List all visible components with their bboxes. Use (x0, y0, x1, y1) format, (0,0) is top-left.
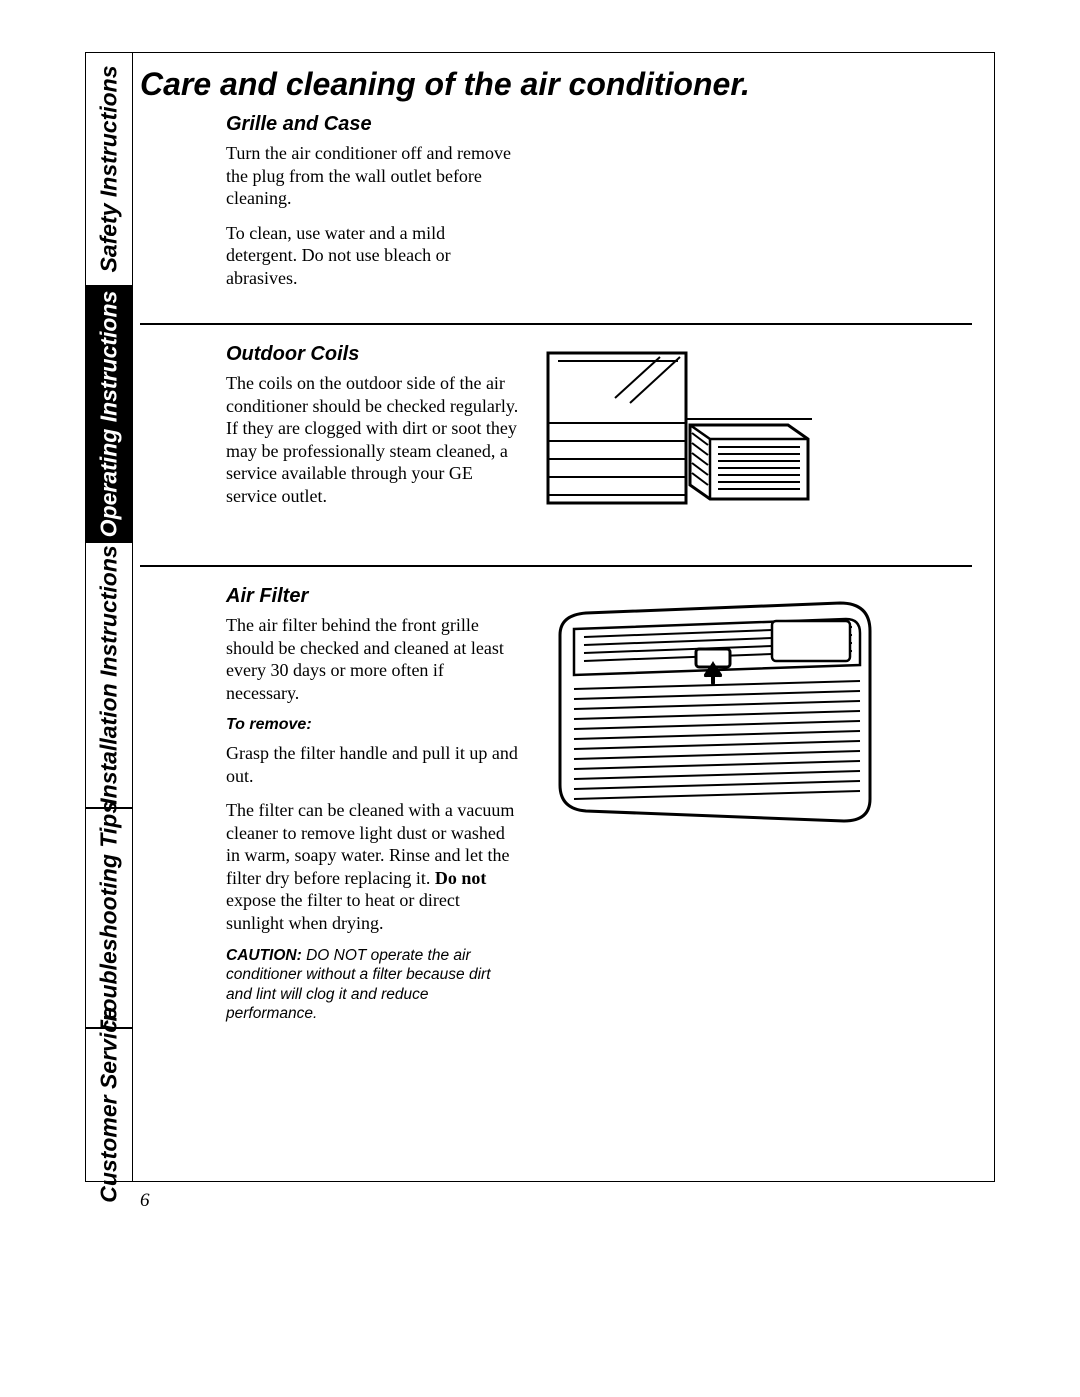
body-text: The air filter behind the front grille s… (226, 614, 520, 704)
bold-text: Do not (435, 868, 487, 888)
tab-label: Installation Instructions (96, 545, 123, 804)
section-grille-case: Grille and Case Turn the air conditioner… (140, 113, 990, 323)
section-heading: Outdoor Coils (226, 343, 520, 366)
page-number: 6 (140, 1190, 150, 1212)
sub-heading: To remove: (226, 716, 520, 734)
tab-safety-instructions[interactable]: Safety Instructions (85, 52, 133, 286)
section-divider (140, 565, 972, 567)
section-divider (140, 323, 972, 325)
sidebar-tabs: Safety Instructions Operating Instructio… (85, 52, 133, 1182)
tab-label: Customer Service (96, 1007, 123, 1203)
tab-operating-instructions[interactable]: Operating Instructions (85, 286, 133, 542)
text-run: expose the filter to heat or direct sunl… (226, 890, 460, 933)
body-text: The coils on the outdoor side of the air… (226, 372, 520, 507)
caution-text: CAUTION: DO NOT operate the air conditio… (226, 946, 520, 1024)
window-ac-outdoor-icon (540, 343, 820, 543)
body-text: Turn the air conditioner off and remove … (226, 142, 520, 210)
tab-label: Safety Instructions (96, 65, 123, 272)
tab-customer-service[interactable]: Customer Service (85, 1028, 133, 1182)
body-text: Grasp the filter handle and pull it up a… (226, 742, 520, 787)
body-text: The filter can be cleaned with a vacuum … (226, 799, 520, 934)
content-area: Care and cleaning of the air conditioner… (140, 52, 990, 1046)
section-air-filter: Air Filter The air filter behind the fro… (140, 585, 990, 1046)
front-ac-filter-icon (540, 585, 880, 845)
page-title: Care and cleaning of the air conditioner… (140, 66, 990, 103)
section-heading: Grille and Case (226, 113, 520, 136)
body-text: To clean, use water and a mild detergent… (226, 222, 520, 290)
tab-installation-instructions[interactable]: Installation Instructions (85, 542, 133, 808)
tab-label: Troubleshooting Tips (96, 801, 123, 1035)
caution-label: CAUTION: (226, 947, 302, 964)
section-heading: Air Filter (226, 585, 520, 608)
tab-label: Operating Instructions (96, 291, 123, 538)
section-outdoor-coils: Outdoor Coils The coils on the outdoor s… (140, 343, 990, 565)
tab-troubleshooting-tips[interactable]: Troubleshooting Tips (85, 808, 133, 1028)
